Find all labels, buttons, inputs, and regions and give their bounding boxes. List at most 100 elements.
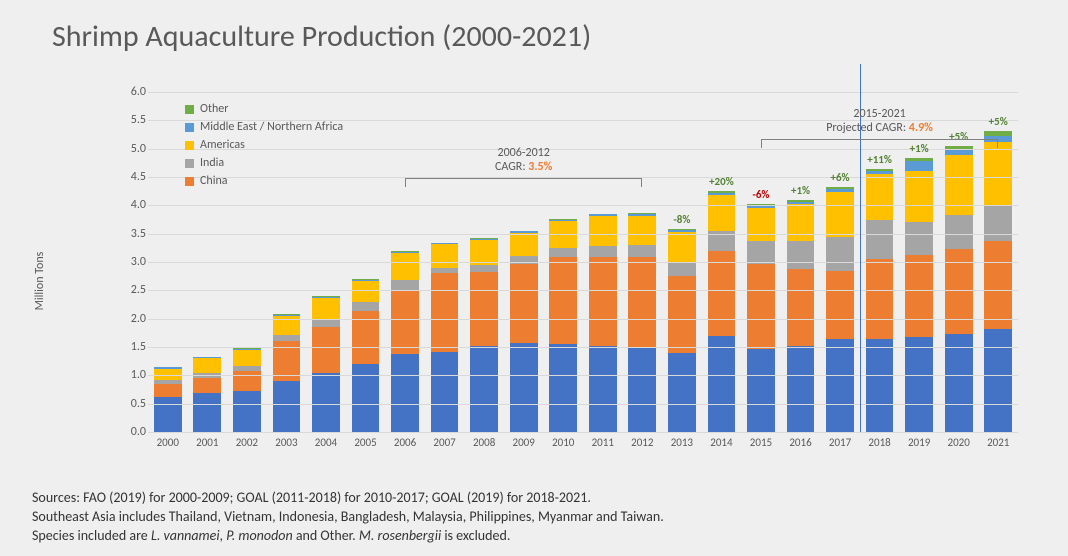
seg-mena [905,161,933,171]
seg-americas [866,174,894,219]
seg-americas [826,192,854,237]
seg-sea [510,343,538,432]
x-tick-label: 2004 [315,436,337,449]
x-tick-label: 2010 [552,436,574,449]
seg-sea [787,346,815,432]
grid-line [148,404,1018,405]
seg-sea [984,329,1012,432]
seg-americas [589,216,617,246]
seg-china [431,273,459,351]
x-tick-label: 2017 [829,436,851,449]
seg-india [352,302,380,312]
bar-2012 [628,213,656,432]
bar-2003 [273,314,301,432]
seg-india [589,246,617,257]
pct-label-2014: +20% [709,175,734,188]
legend-item-china: China [185,174,343,188]
seg-india [312,319,340,327]
bracket-cagr1 [405,178,642,179]
seg-china [470,272,498,346]
seg-sea [470,346,498,432]
y-tick-label: 5.0 [106,142,146,156]
grid-line [148,319,1018,320]
seg-americas [193,358,221,372]
seg-sea [233,391,261,432]
annotation-cagr1: 2006-2012CAGR: 3.5% [495,146,552,174]
seg-china [628,257,656,347]
annotation-cagr2: 2015-2021Projected CAGR: 4.9% [826,107,933,135]
seg-americas [154,369,182,380]
x-tick-label: 2021 [987,436,1009,449]
pct-label-2013: -8% [673,213,690,226]
seg-sea [866,339,894,433]
grid-line [148,234,1018,235]
seg-india [628,245,656,257]
bar-2004 [312,296,340,432]
pct-label-2019: +1% [910,142,929,155]
bar-2005 [352,279,380,432]
legend-item-india: India [185,156,343,170]
seg-americas [312,298,340,320]
x-tick-label: 2007 [433,436,455,449]
x-tick-label: 2006 [394,436,416,449]
x-tick-label: 2000 [157,436,179,449]
seg-americas [628,216,656,245]
seg-india [470,265,498,272]
seg-americas [787,204,815,241]
seg-sea [589,346,617,432]
legend-swatch [185,123,194,132]
legend-swatch [185,159,194,168]
seg-china [589,257,617,345]
bar-2001 [193,357,221,432]
bar-2014 [708,191,736,432]
seg-china [826,271,854,339]
legend-label: Middle East / Northern Africa [200,120,343,134]
bar-2002 [233,348,261,432]
source-line-1: Sources: FAO (2019) for 2000-2009; GOAL … [32,489,664,508]
legend-item-other: Other [185,102,343,116]
seg-sea [628,347,656,432]
legend-label: Americas [200,138,245,152]
source-line-3: Species included are L. vannamei, P. mon… [32,527,664,546]
bar-2018 [866,169,894,432]
seg-sea [154,397,182,432]
seg-china [549,257,577,344]
y-tick-label: 1.0 [106,368,146,382]
seg-china [787,269,815,346]
bar-2019 [905,158,933,432]
seg-china [510,264,538,343]
x-tick-label: 2012 [631,436,653,449]
seg-americas [233,350,261,366]
x-tick-label: 2005 [354,436,376,449]
seg-sea [352,364,380,432]
bar-2006 [391,251,419,432]
bar-2011 [589,214,617,432]
legend-label: China [200,174,228,188]
seg-americas [984,142,1012,205]
grid-line [148,375,1018,376]
seg-india [668,262,696,276]
chart-container: Million Tons 200020012002200320042005200… [90,92,1030,470]
y-tick-label: 4.0 [106,198,146,212]
grid-line [148,347,1018,348]
legend-swatch [185,141,194,150]
x-tick-label: 2003 [275,436,297,449]
seg-india [945,215,973,249]
y-tick-label: 4.5 [106,170,146,184]
seg-india [273,335,301,342]
legend-label: Other [200,102,228,116]
seg-sea [905,337,933,432]
x-tick-label: 2014 [710,436,732,449]
source-line-2: Southeast Asia includes Thailand, Vietna… [32,508,664,527]
seg-india [549,248,577,257]
seg-india [747,241,775,264]
bar-2013 [668,229,696,432]
seg-sea [549,344,577,432]
sources-block: Sources: FAO (2019) for 2000-2009; GOAL … [32,489,664,546]
pct-label-2021: +5% [989,115,1008,128]
legend-swatch [185,177,194,186]
pct-label-2016: +1% [791,184,810,197]
legend: Other Middle East / Northern Africa Americ… [185,102,343,192]
x-tick-label: 2016 [789,436,811,449]
x-tick-label: 2009 [513,436,535,449]
